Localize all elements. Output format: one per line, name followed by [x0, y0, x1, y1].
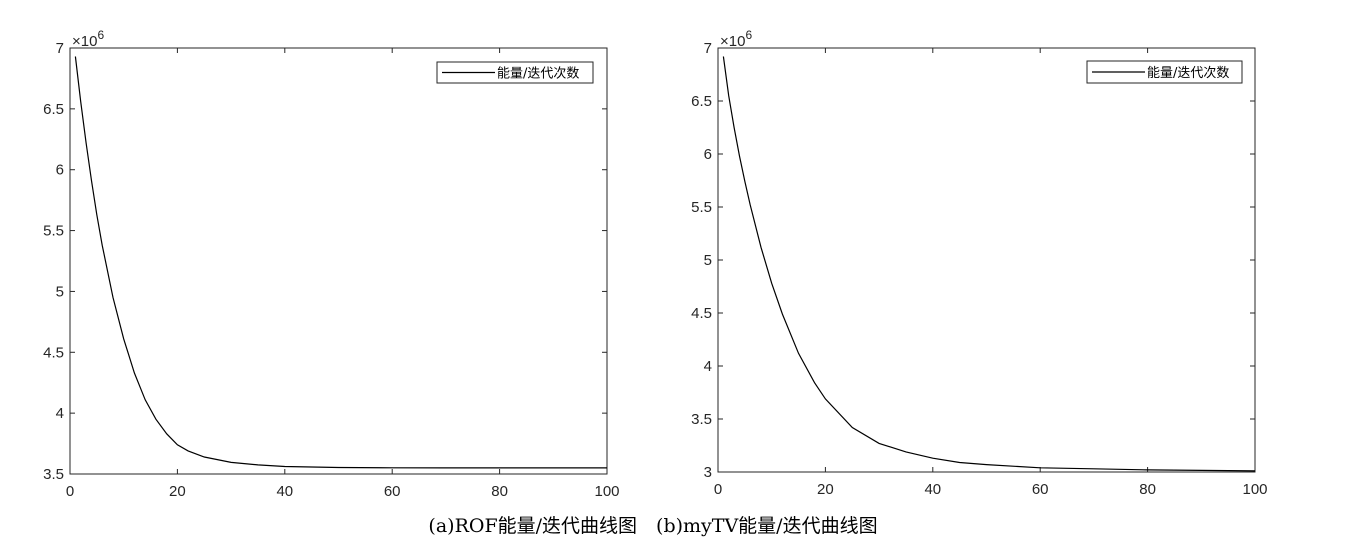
x-tick-label: 100 — [1242, 481, 1267, 498]
y-tick-label: 5.5 — [691, 199, 712, 216]
y-tick-label: 5.5 — [43, 223, 64, 240]
y-multiplier-exponent: 6 — [97, 28, 104, 42]
x-tick-label: 80 — [491, 483, 508, 500]
x-tick-label: 0 — [714, 481, 722, 498]
y-multiplier-label: ×106 — [720, 28, 752, 50]
y-tick-label: 6.5 — [43, 101, 64, 118]
y-tick-label: 3.5 — [43, 466, 64, 483]
x-tick-label: 40 — [924, 481, 941, 498]
y-tick-label: 3.5 — [691, 411, 712, 428]
y-tick-label: 7 — [704, 40, 712, 57]
y-tick-label: 5 — [704, 252, 712, 269]
y-multiplier-base: ×10 — [72, 33, 97, 50]
x-tick-label: 20 — [817, 481, 834, 498]
legend-label: 能量/迭代次数 — [497, 66, 579, 82]
y-tick-label: 4.5 — [43, 344, 64, 361]
x-tick-label: 100 — [594, 483, 619, 500]
y-multiplier-label: ×106 — [72, 28, 104, 50]
x-tick-label: 60 — [384, 483, 401, 500]
legend-box — [436, 61, 594, 84]
x-tick-label: 0 — [66, 483, 74, 500]
series-line — [74, 56, 607, 469]
legend-box — [1086, 60, 1243, 84]
x-tick-label: 40 — [276, 483, 293, 500]
y-tick-label: 5 — [56, 283, 64, 300]
y-multiplier-exponent: 6 — [745, 28, 752, 42]
y-tick-label: 6 — [704, 146, 712, 163]
y-tick-label: 7 — [56, 40, 64, 57]
x-tick-label: 60 — [1032, 481, 1049, 498]
y-tick-label: 4 — [704, 358, 712, 375]
plot-area-frame — [717, 47, 1256, 473]
x-tick-label: 20 — [169, 483, 186, 500]
legend-label: 能量/迭代次数 — [1147, 65, 1229, 81]
plot-area-frame — [69, 47, 608, 475]
y-multiplier-base: ×10 — [720, 33, 745, 50]
y-tick-label: 6 — [56, 162, 64, 179]
y-tick-label: 3 — [704, 464, 712, 481]
x-tick-label: 80 — [1139, 481, 1156, 498]
y-tick-label: 4 — [56, 405, 64, 422]
y-tick-label: 4.5 — [691, 305, 712, 322]
y-tick-label: 6.5 — [691, 93, 712, 110]
series-line — [722, 56, 1256, 472]
figure-caption: (a)ROF能量/迭代曲线图 (b)myTV能量/迭代曲线图 — [428, 515, 877, 537]
